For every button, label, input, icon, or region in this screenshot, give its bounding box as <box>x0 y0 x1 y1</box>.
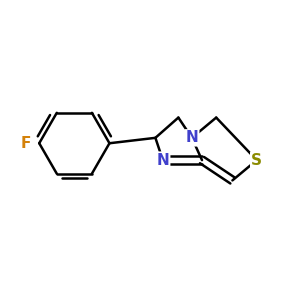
Text: N: N <box>157 153 169 168</box>
Text: F: F <box>20 136 31 151</box>
Text: N: N <box>185 130 198 145</box>
Text: S: S <box>251 153 262 168</box>
Text: F: F <box>20 136 31 151</box>
